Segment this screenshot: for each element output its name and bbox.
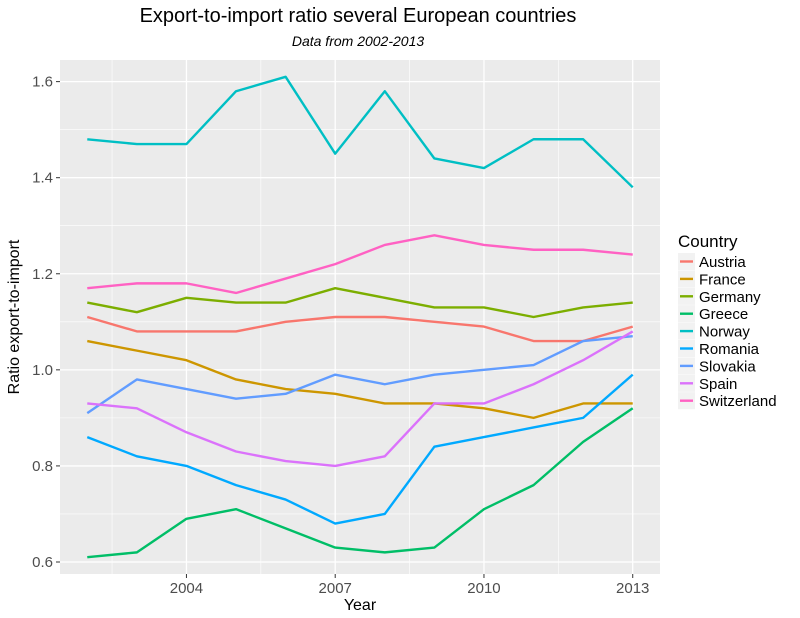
x-tick-label: 2013 xyxy=(616,580,649,597)
series-line-spain xyxy=(87,330,634,468)
legend-label-germany: Germany xyxy=(699,289,761,306)
series-line-france xyxy=(87,339,633,420)
y-tick-label: 0.8 xyxy=(32,458,53,475)
series-line-romania xyxy=(86,373,634,525)
legend-title: Country xyxy=(678,232,738,251)
chart-title: Export-to-import ratio several European … xyxy=(140,5,577,27)
legend-label-france: France xyxy=(699,271,746,288)
legend: Country AustriaFranceGermanyGreeceNorway… xyxy=(678,232,777,410)
series-line-norway xyxy=(87,75,634,189)
y-tick-label: 1.2 xyxy=(32,266,53,283)
y-tick-label: 1.4 xyxy=(32,170,53,187)
y-axis-title: Ratio export-to-import xyxy=(6,239,23,394)
x-tick-label: 2007 xyxy=(319,580,352,597)
series-line-germany xyxy=(87,286,633,319)
y-axis: 0.6 0.8 1.0 1.2 1.4 1.6 xyxy=(32,74,60,571)
chart-subtitle: Data from 2002-2013 xyxy=(292,33,425,49)
x-tick-label: 2004 xyxy=(170,580,203,597)
legend-label-spain: Spain xyxy=(699,376,737,393)
legend-label-romania: Romania xyxy=(699,341,760,358)
y-tick-label: 1.6 xyxy=(32,74,53,91)
series-line-switzerland xyxy=(87,234,633,295)
y-tick-label: 1.0 xyxy=(32,362,53,379)
series-line-greece xyxy=(87,407,634,559)
x-axis: 2004 2007 2010 2013 xyxy=(170,574,649,597)
y-tick-label: 0.6 xyxy=(32,554,53,571)
legend-label-norway: Norway xyxy=(699,324,750,341)
grid-major xyxy=(60,60,660,574)
x-axis-title: Year xyxy=(344,597,377,614)
x-tick-label: 2010 xyxy=(467,580,500,597)
series-line-slovakia xyxy=(86,335,633,415)
series-lines xyxy=(86,75,634,559)
legend-label-austria: Austria xyxy=(699,254,746,271)
legend-label-switzerland: Switzerland xyxy=(699,393,777,410)
legend-label-slovakia: Slovakia xyxy=(699,358,756,375)
legend-items: AustriaFranceGermanyGreeceNorwayRomaniaS… xyxy=(678,253,777,410)
legend-label-greece: Greece xyxy=(699,306,748,323)
series-line-austria xyxy=(86,315,634,343)
grid-minor xyxy=(60,60,660,574)
